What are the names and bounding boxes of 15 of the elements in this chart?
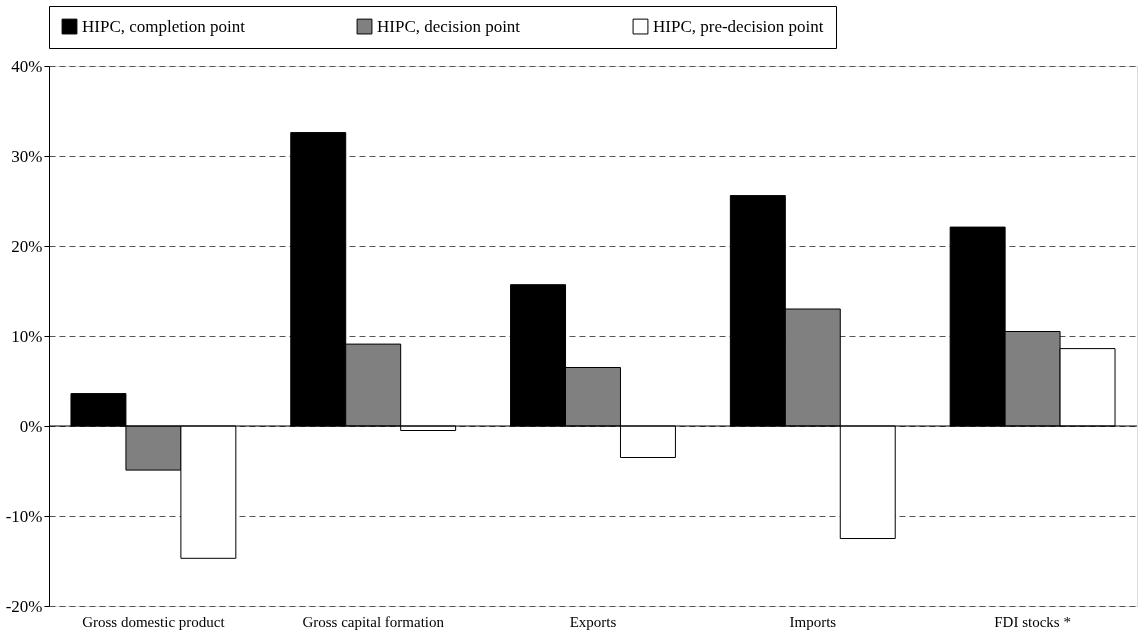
x-tick-label: Imports [789,613,837,630]
x-tick-label: Gross domestic product [82,613,226,630]
y-tick-label: 30% [11,146,43,166]
x-tick-label: Gross capital formation [302,613,445,630]
y-tick-label: -10% [5,506,43,526]
legend-label: HIPC, pre-decision point [653,16,824,36]
y-tick-label: 40% [11,56,43,76]
y-tick-label: 10% [11,326,43,346]
y-tick-label: 20% [11,236,43,256]
x-tick-label: FDI stocks * [994,613,1071,630]
x-tick-label: Exports [569,613,617,630]
legend-label: HIPC, decision point [377,16,521,36]
legend-label: HIPC, completion point [82,16,246,36]
y-tick-label: -20% [5,596,43,616]
y-tick-label: 0% [19,416,43,436]
